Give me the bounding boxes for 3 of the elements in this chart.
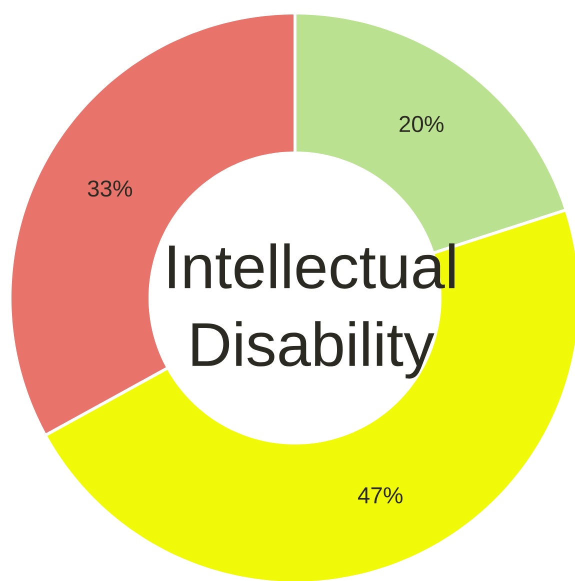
data-label: 47% <box>358 487 403 504</box>
data-label: 33% <box>88 180 132 197</box>
data-label: 20% <box>400 116 444 132</box>
